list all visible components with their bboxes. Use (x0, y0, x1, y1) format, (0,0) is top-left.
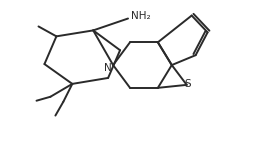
Text: N: N (104, 63, 112, 73)
Text: S: S (184, 79, 191, 89)
Text: NH₂: NH₂ (131, 11, 151, 21)
